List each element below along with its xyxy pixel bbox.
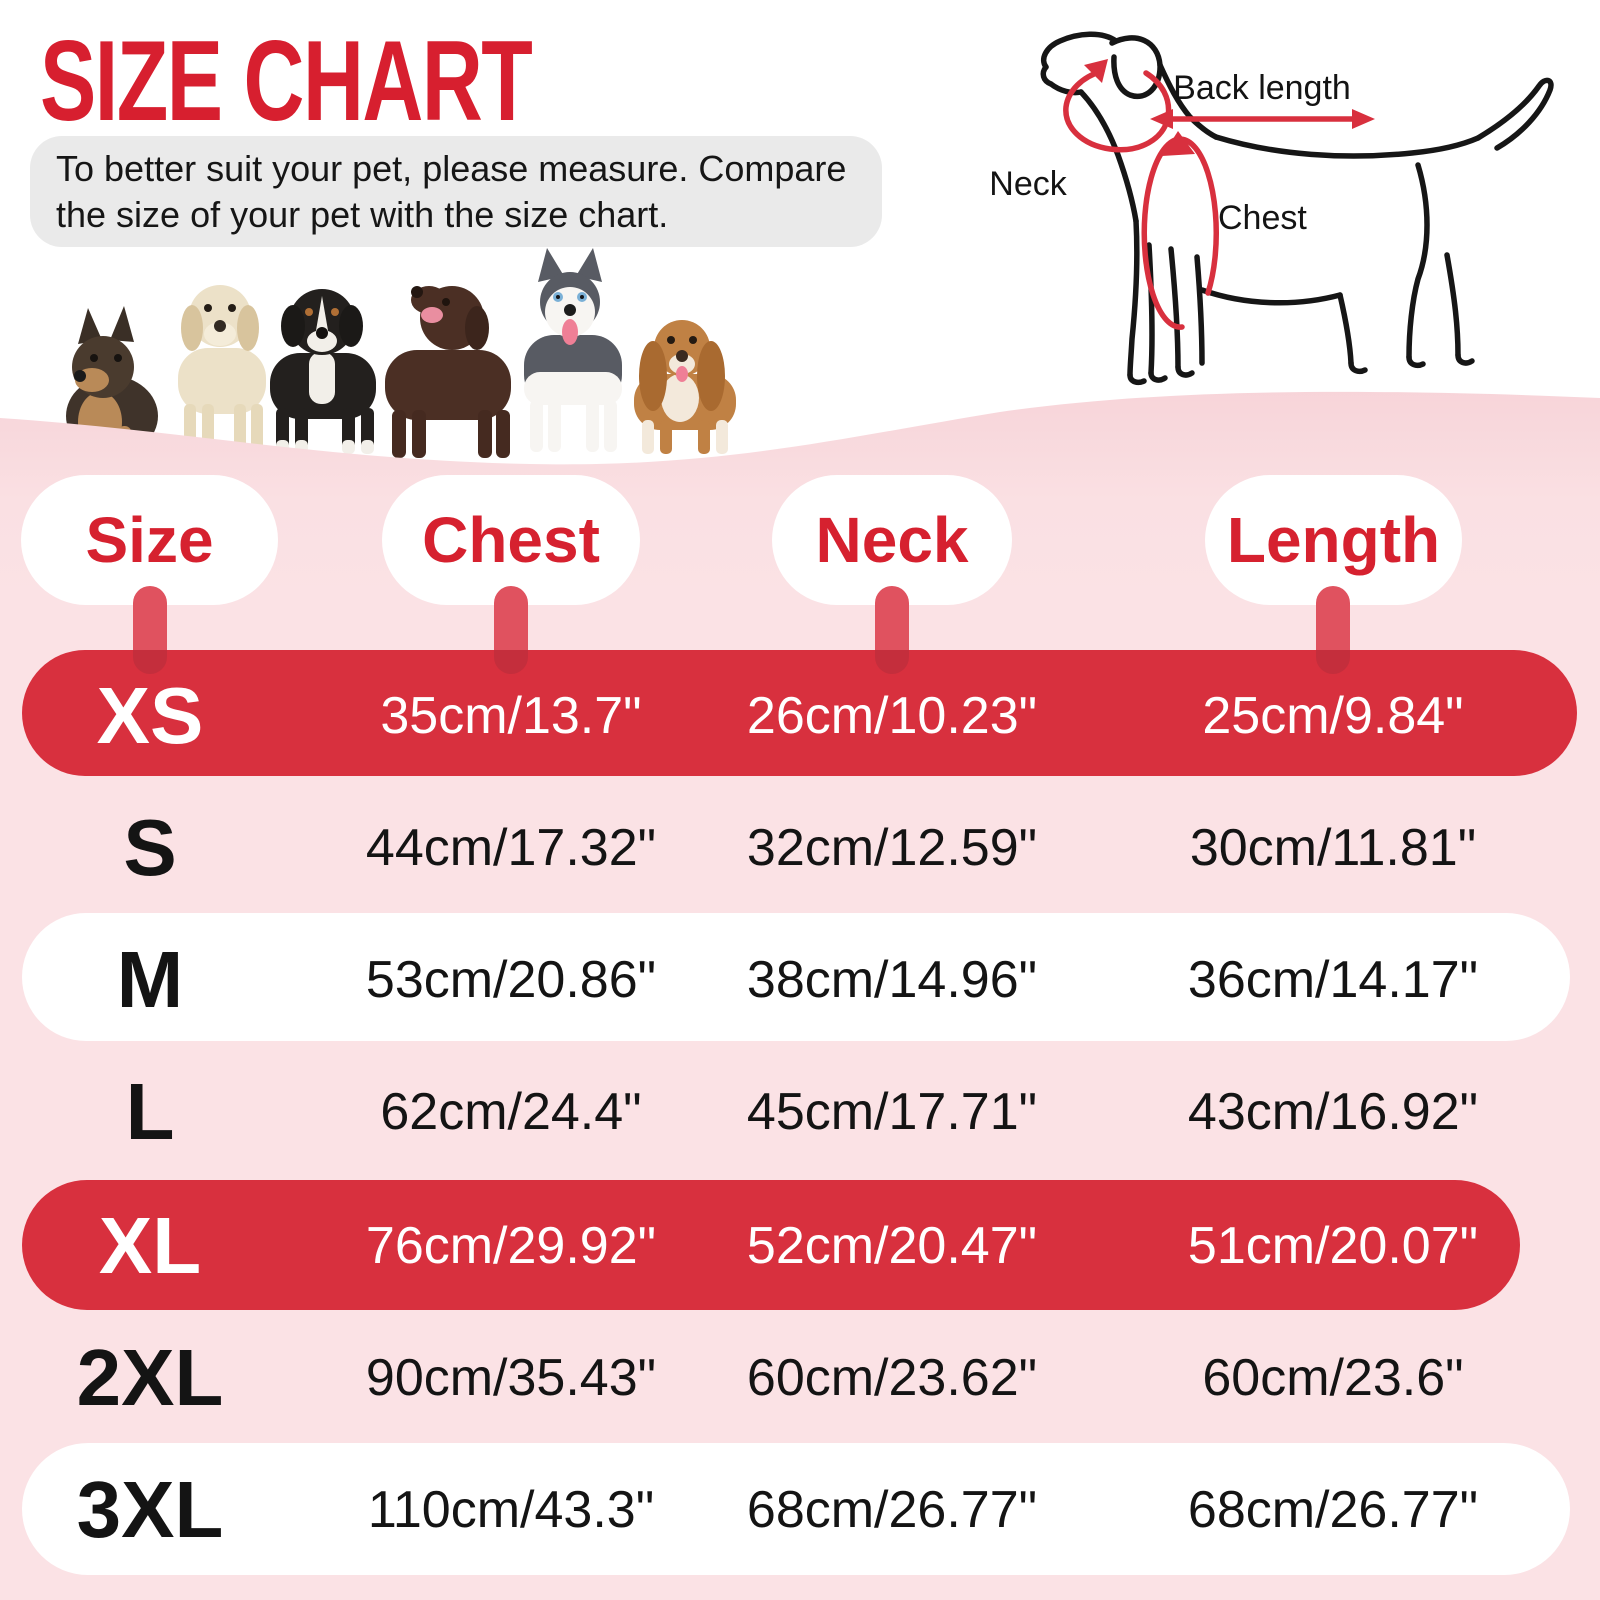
size-cell: S (123, 803, 177, 892)
subtitle-box: To better suit your pet, please measure.… (30, 136, 882, 248)
chest-cell: 110cm/43.3" (367, 1481, 655, 1539)
size-cell: 2XL (76, 1333, 224, 1422)
table-row-xl: XL 76cm/29.92" 52cm/20.47" 51cm/20.07" (0, 1181, 1600, 1311)
neck-arrowhead (1084, 59, 1108, 83)
dog-photo-chocolate-labrador (385, 286, 511, 458)
column-header-size-label: Size (85, 504, 214, 576)
dog-photo-german-shepherd-puppy (66, 306, 158, 456)
size-cell: XS (96, 671, 204, 760)
column-header-length-label: Length (1226, 504, 1441, 576)
column-header-chest-label: Chest (422, 504, 600, 576)
size-cell: M (116, 935, 184, 1024)
dog-photo-golden-retriever (178, 285, 266, 454)
length-cell: 36cm/14.17" (1187, 951, 1479, 1009)
dog-photo-cocker-spaniel (634, 320, 736, 454)
table-row-m: M 53cm/20.86" 38cm/14.96" 36cm/14.17" (0, 915, 1600, 1045)
column-header-neck-label: Neck (815, 504, 969, 576)
size-cell: 3XL (76, 1465, 224, 1554)
chest-cell: 35cm/13.7" (380, 687, 642, 745)
measure-annotations (1063, 59, 1375, 330)
neck-cell: 32cm/12.59" (746, 819, 1038, 877)
measure-labels: Back length Neck Chest (989, 69, 1351, 237)
dog-photo-siberian-husky (524, 248, 622, 452)
length-cell: 30cm/11.81" (1189, 819, 1477, 877)
chest-cell: 76cm/29.92" (365, 1217, 657, 1275)
table-row-xs: XS 35cm/13.7" 26cm/10.23" 25cm/9.84" (0, 651, 1600, 781)
neck-label: Neck (989, 165, 1067, 203)
neck-loop (1063, 68, 1172, 153)
length-cell: 68cm/26.77" (1187, 1481, 1479, 1539)
back-length-label: Back length (1173, 69, 1351, 107)
dogs-photo-strip (66, 248, 736, 458)
neck-cell: 38cm/14.96" (746, 951, 1038, 1009)
chest-cell: 53cm/20.86" (365, 951, 657, 1009)
length-cell: 60cm/23.6" (1202, 1349, 1464, 1407)
neck-cell: 68cm/26.77" (746, 1481, 1038, 1539)
page-title: SIZE CHART (40, 18, 533, 145)
measurement-diagram: Back length Neck Chest (989, 31, 1554, 386)
neck-cell: 60cm/23.62" (746, 1349, 1038, 1407)
chest-cell: 90cm/35.43" (365, 1349, 657, 1407)
dog-photo-bernese-mountain-dog (270, 289, 376, 454)
neck-cell: 26cm/10.23" (746, 687, 1038, 745)
table-row-s: S 44cm/17.32" 32cm/12.59" 30cm/11.81" (0, 783, 1600, 913)
length-cell: 43cm/16.92" (1187, 1083, 1479, 1141)
neck-cell: 45cm/17.71" (746, 1083, 1038, 1141)
chest-loop (1141, 136, 1220, 330)
table-row-3xl: 3XL 110cm/43.3" 68cm/26.77" 68cm/26.77" (0, 1445, 1600, 1575)
dog-outline-sketch (1040, 31, 1554, 386)
table-row-2xl: 2XL 90cm/35.43" 60cm/23.62" 60cm/23.6" (0, 1313, 1600, 1443)
length-cell: 51cm/20.07" (1187, 1217, 1479, 1275)
size-cell: L (125, 1067, 175, 1156)
chest-arrowhead (1162, 131, 1195, 156)
table-row-l: L 62cm/24.4" 45cm/17.71" 43cm/16.92" (0, 1047, 1600, 1177)
subtitle-text: To better suit your pet, please measure.… (56, 148, 847, 235)
size-cell: XL (98, 1201, 202, 1290)
neck-cell: 52cm/20.47" (746, 1217, 1038, 1275)
length-cell: 25cm/9.84" (1202, 687, 1464, 745)
chest-cell: 62cm/24.4" (380, 1083, 642, 1141)
chest-label: Chest (1218, 199, 1307, 237)
chest-cell: 44cm/17.32" (365, 819, 657, 877)
